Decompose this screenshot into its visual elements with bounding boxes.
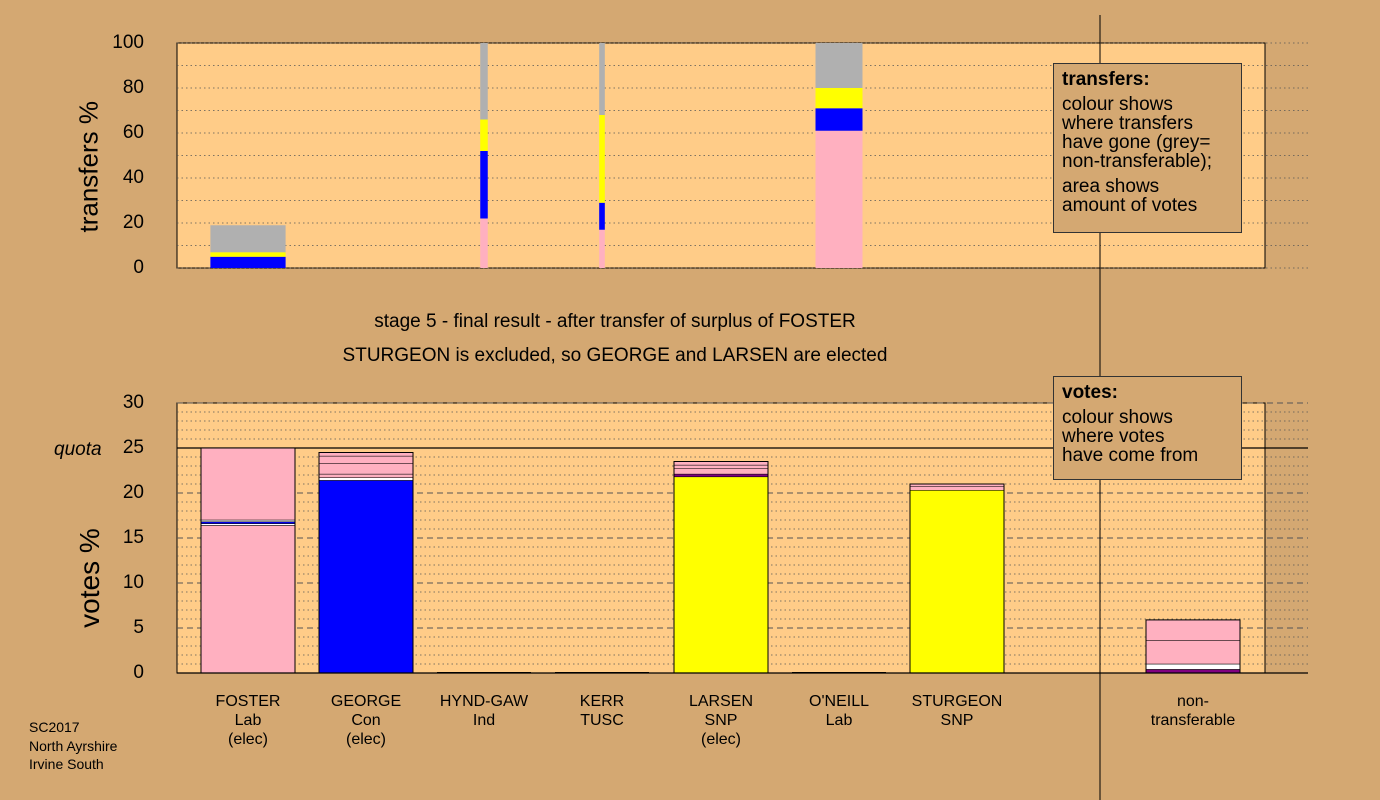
top-y-tick-label: 40 [122, 167, 144, 188]
transfer-bar-segment [480, 151, 488, 219]
x-category-label-line: (elec) [227, 731, 268, 748]
x-category-label-line: (elec) [700, 731, 741, 748]
x-category-label-line: STURGEON [911, 693, 1003, 710]
vote-bar-segment [673, 464, 769, 469]
transfer-bar-segment [480, 43, 488, 120]
vote-bar-segment [1145, 663, 1241, 670]
vote-bar-segment [673, 468, 769, 475]
x-category-label-line: KERR [579, 693, 625, 710]
vote-bar-segment [200, 519, 296, 523]
footer-election: SC2017 [29, 719, 80, 735]
transfer-bar-segment [815, 88, 863, 109]
quota-label: quota [54, 439, 102, 460]
x-category-label-line: non- [1176, 693, 1210, 710]
x-category-label-line: Ind [472, 712, 496, 729]
footer-ward: Irvine South [29, 756, 104, 772]
bottom-y-axis-label: votes % [74, 528, 105, 628]
x-category-label: FOSTER Lab (elec) [188, 692, 308, 749]
transfer-bar-segment [480, 119, 488, 151]
top-y-tick-label: 60 [122, 122, 144, 143]
stage-caption: stage 5 - final result - after transfer … [374, 311, 856, 332]
x-category-label-line: TUSC [580, 712, 624, 729]
transfer-bar-segment [599, 43, 605, 115]
transfer-bar-segment [815, 43, 863, 88]
bottom-y-tick-label: 30 [122, 392, 144, 413]
transfers-legend-line: amount of votes [1062, 195, 1198, 216]
bottom-y-tick-label: 5 [133, 617, 144, 638]
transfer-bar-segment [599, 202, 605, 230]
x-category-label-line: FOSTER [215, 693, 281, 710]
x-category-label: STURGEON SNP [897, 692, 1017, 730]
vote-bar-segment [200, 447, 296, 521]
vote-bar-segment [909, 486, 1005, 491]
vote-bar-segment [318, 480, 414, 674]
bottom-y-tick-label: 20 [122, 482, 144, 503]
x-category-label-line: Lab [825, 712, 853, 729]
x-category-label-line: SNP [940, 712, 974, 729]
top-y-tick-label: 0 [133, 257, 144, 278]
x-category-label: KERR TUSC [542, 692, 662, 730]
x-category-label: GEORGE Con (elec) [306, 692, 426, 749]
vote-bar-segment [1145, 619, 1241, 641]
transfer-bar-segment [599, 115, 605, 203]
x-category-label-line: Con [351, 712, 381, 729]
x-category-label: LARSEN SNP (elec) [661, 692, 781, 749]
footer-council: North Ayrshire [29, 738, 118, 754]
x-category-label-line: (elec) [345, 731, 386, 748]
vote-bar-segment [318, 452, 414, 457]
x-category-label-line: LARSEN [688, 693, 754, 710]
bottom-y-tick-label: 0 [133, 662, 144, 683]
transfers-legend-title: transfers: [1062, 69, 1150, 90]
top-y-axis-label: transfers % [73, 101, 104, 233]
transfers-legend: transfers: colour shows where transfers … [1053, 63, 1242, 233]
vote-bar-segment [200, 525, 296, 674]
x-category-label: O'NEILL Lab [779, 692, 899, 730]
transfer-bar-segment [815, 108, 863, 131]
x-category-label-line: O'NEILL [809, 693, 869, 710]
transfers-legend-line: where transfers [1062, 113, 1193, 134]
bottom-y-tick-label: 10 [122, 572, 144, 593]
transfers-legend-line: area shows [1062, 176, 1160, 197]
bottom-y-tick-label: 25 [122, 437, 144, 458]
top-y-tick-label: 80 [122, 77, 144, 98]
transfers-legend-line: have gone (grey= [1062, 132, 1211, 153]
vote-bar-segment [673, 476, 769, 674]
transfers-legend-line: colour shows [1062, 94, 1173, 115]
transfer-bar-segment [210, 256, 286, 268]
bottom-y-tick-label: 15 [122, 527, 144, 548]
transfer-bar-segment [480, 218, 488, 268]
x-category-label-line: Lab [234, 712, 262, 729]
vote-bar-segment [318, 455, 414, 464]
result-caption: STURGEON is excluded, so GEORGE and LARS… [342, 345, 888, 366]
transfers-legend-line: non-transferable); [1062, 151, 1212, 172]
x-category-label-line: HYND-GAW [439, 693, 529, 710]
x-category-label-line: SNP [704, 712, 738, 729]
x-category-label-line: transferable [1150, 712, 1236, 729]
vote-bar-segment [673, 473, 769, 478]
vote-bar-segment [318, 477, 414, 481]
x-category-label: HYND-GAW Ind [424, 692, 544, 730]
transfer-bar-segment [599, 229, 605, 268]
transfer-bar-segment [210, 252, 286, 257]
vote-bar-segment [1145, 640, 1241, 665]
votes-legend-line: colour shows [1062, 407, 1173, 428]
vote-bar-segment [200, 521, 296, 524]
vote-bar-segment [318, 473, 414, 478]
vote-bar-segment [909, 490, 1005, 674]
transfer-bar-segment [210, 225, 286, 253]
x-category-label: non-transferable [1133, 692, 1253, 730]
x-category-label-line: GEORGE [330, 693, 402, 710]
vote-bar-segment [200, 523, 296, 526]
transfer-bar-segment [815, 130, 863, 268]
top-y-tick-label: 20 [122, 212, 144, 233]
votes-legend: votes: colour shows where votes have com… [1053, 376, 1242, 480]
votes-legend-line: where votes [1062, 426, 1165, 447]
vote-bar-segment [673, 461, 769, 466]
vote-bar-segment [318, 463, 414, 475]
top-y-tick-label: 100 [112, 32, 144, 53]
votes-legend-title: votes: [1062, 382, 1118, 403]
votes-legend-line: have come from [1062, 445, 1199, 466]
